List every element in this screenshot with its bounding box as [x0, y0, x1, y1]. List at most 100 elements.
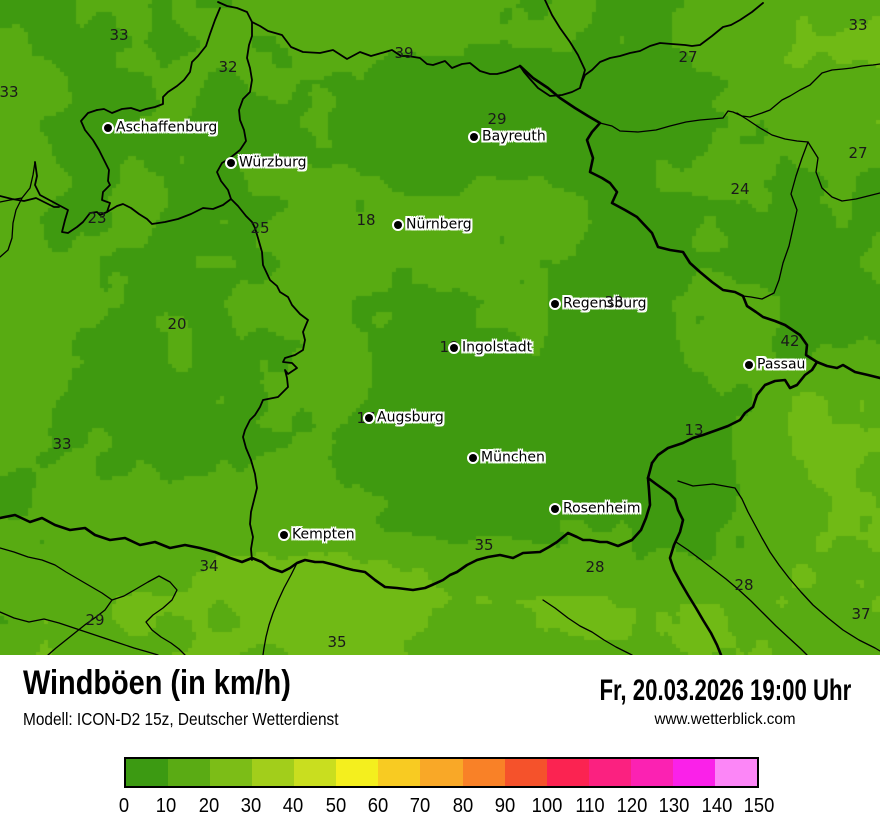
wind-gust-value: 29 [85, 611, 105, 629]
wind-gust-value: 33 [109, 26, 129, 44]
legend-color-segment [672, 759, 715, 786]
website-url: www.wetterblick.com [654, 711, 796, 728]
wind-gust-value: 33 [52, 435, 72, 453]
saxony-border [519, 0, 586, 97]
czech-region-line-2 [742, 141, 809, 300]
wind-gust-map: 3339333227332927241825232033334218131735… [0, 0, 880, 655]
legend-color-segment [126, 759, 169, 786]
city-label: Aschaffenburg [116, 119, 218, 136]
hesse-spessart-border [96, 7, 221, 114]
city-marker-ingolstadt: Ingolstadt [450, 339, 532, 355]
legend-tick: 70 [410, 795, 431, 817]
czech-region-line-e [599, 63, 880, 133]
country-borders [0, 64, 880, 655]
aschaffenburg-bulge-border [34, 109, 111, 234]
city-label: Bayreuth [482, 128, 546, 145]
legend-tick: 120 [616, 795, 648, 817]
wind-gust-value: 35 [327, 633, 347, 651]
czech-saxony-border [579, 2, 764, 89]
hesse-west-line [0, 195, 60, 208]
city-label: Regensburg [563, 295, 647, 312]
city-label: Kempten [292, 526, 355, 543]
austria-region-line-1 [675, 541, 808, 655]
legend-color-segment [420, 759, 463, 786]
legend-color-segment [546, 759, 589, 786]
city-dot [280, 531, 288, 539]
city-marker-bayreuth: Bayreuth [470, 128, 546, 144]
city-marker-wrzburg: Würzburg [227, 154, 306, 170]
odenwald-line-1 [0, 161, 36, 203]
wind-gust-value: 29 [487, 110, 507, 128]
inn-salzach-border [650, 360, 819, 465]
color-scale-legend [124, 757, 759, 788]
wind-gust-value: 32 [218, 58, 238, 76]
footer [0, 655, 880, 830]
wind-gust-value: 25 [250, 219, 270, 237]
fuessen-dip-line [262, 562, 298, 655]
franconia-inner-border [216, 21, 253, 200]
legend-tick: 80 [452, 795, 473, 817]
wind-gust-value: 33 [604, 293, 624, 311]
legend-color-segment [588, 759, 631, 786]
legend-color-segment [630, 759, 673, 786]
legend-tick: 0 [118, 795, 130, 817]
city-label: Passau [757, 356, 806, 373]
region-borders [0, 63, 880, 655]
legend-tick: 110 [574, 795, 605, 817]
vorarlberg-line-2 [111, 575, 186, 655]
city-label: Würzburg [239, 154, 307, 171]
wind-gust-value: 33 [848, 16, 868, 34]
legend-color-segment [336, 759, 379, 786]
city-dot [469, 454, 477, 462]
wind-gust-value: 23 [87, 209, 107, 227]
legend-tick: 150 [743, 795, 775, 817]
legend-color-segment [210, 759, 253, 786]
city-label: Ingolstadt [462, 339, 533, 356]
city-label: Nürnberg [406, 216, 472, 233]
city-label: Augsburg [377, 409, 444, 426]
city-dot [227, 159, 235, 167]
odenwald-line-2 [0, 197, 23, 258]
city-dot [745, 361, 753, 369]
miltenberg-border [106, 198, 256, 229]
wind-gust-value: 18 [356, 211, 376, 229]
wind-gust-value: 37 [851, 605, 871, 623]
city-marker-augsburg: Augsburg [365, 409, 444, 425]
vorarlberg-line-3 [0, 611, 159, 655]
city-label: München [481, 449, 545, 466]
wind-gust-value: 13 [684, 421, 704, 439]
model-info: Modell: ICON-D2 15z, Deutscher Wetterdie… [23, 709, 339, 729]
austria-region-line-3 [542, 599, 633, 655]
city-dot [104, 124, 112, 132]
border-lines [0, 0, 880, 655]
map-title: Windböen (in km/h) [23, 664, 291, 702]
legend-color-segment [168, 759, 211, 786]
vorarlberg-line-1 [0, 547, 113, 655]
austria-alps-border [0, 461, 654, 592]
legend-tick: 100 [531, 795, 563, 817]
city-dot [365, 414, 373, 422]
city-label: Rosenheim [563, 500, 641, 517]
city-marker-aschaffenburg: Aschaffenburg [104, 119, 217, 135]
wind-gust-value: 24 [730, 180, 750, 198]
wind-gust-value: 27 [678, 48, 698, 66]
city-marker-kempten: Kempten [280, 526, 355, 542]
legend-tick: 20 [198, 795, 219, 817]
city-marker-mnchen: München [469, 449, 545, 465]
legend-color-segment [504, 759, 547, 786]
czech-region-line-1 [736, 112, 809, 143]
wind-gust-value: 20 [167, 315, 187, 333]
city-marker-regensburg: Regensburg [551, 295, 647, 311]
legend-tick: 30 [240, 795, 262, 817]
legend-tick: 40 [283, 795, 304, 817]
city-dot [450, 344, 458, 352]
wind-gust-value: 33 [0, 83, 19, 101]
legend-color-segment [378, 759, 421, 786]
wind-gust-value: 27 [848, 144, 868, 162]
wind-gust-value: 42 [780, 332, 800, 350]
austria-region-line-2 [677, 480, 880, 652]
city-marker-rosenheim: Rosenheim [551, 500, 640, 516]
legend-tick: 130 [658, 795, 690, 817]
wind-gust-value: 35 [474, 536, 494, 554]
